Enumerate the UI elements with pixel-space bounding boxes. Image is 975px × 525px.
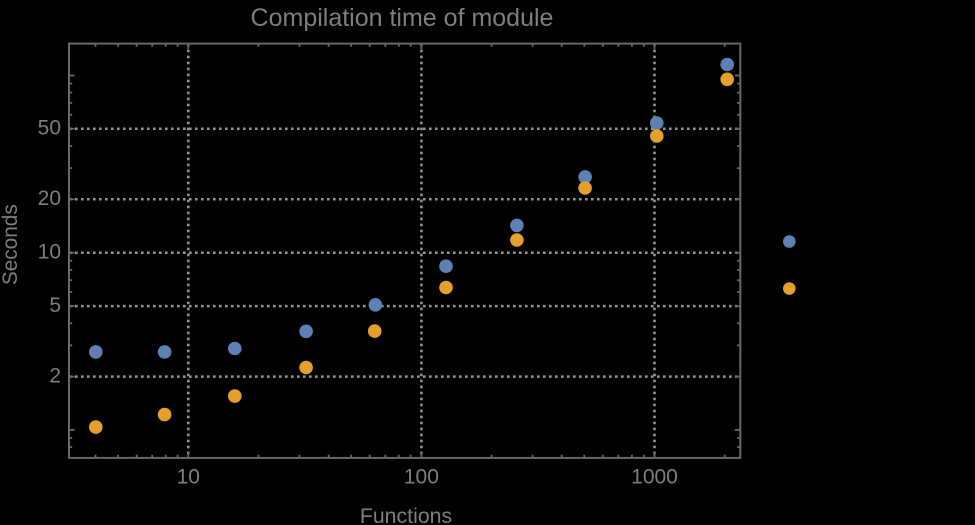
svg-text:10: 10 bbox=[38, 241, 61, 264]
svg-text:10: 10 bbox=[177, 466, 200, 489]
svg-text:Seconds: Seconds bbox=[0, 204, 22, 285]
svg-text:Compilation time of module: Compilation time of module bbox=[251, 4, 554, 32]
svg-text:50: 50 bbox=[38, 117, 61, 140]
svg-text:2: 2 bbox=[49, 364, 61, 387]
svg-text:100: 100 bbox=[404, 466, 439, 489]
svg-text:1000: 1000 bbox=[631, 466, 678, 489]
svg-text:20: 20 bbox=[38, 187, 61, 210]
svg-text:Functions: Functions bbox=[360, 504, 452, 525]
svg-text:5: 5 bbox=[49, 294, 61, 317]
